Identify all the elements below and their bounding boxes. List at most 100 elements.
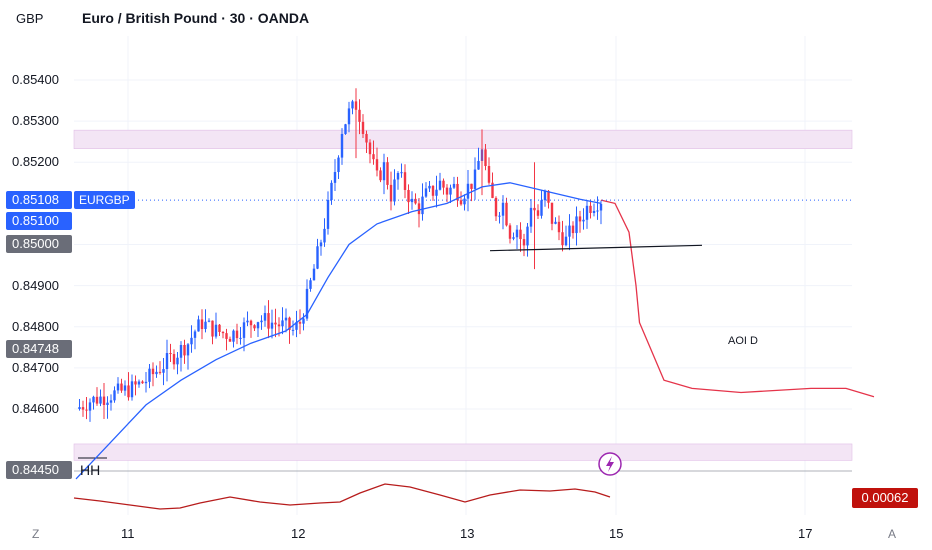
y-tick-label: 0.84700 bbox=[12, 359, 59, 375]
a-icon[interactable]: A bbox=[888, 527, 897, 541]
candle-body bbox=[557, 221, 561, 233]
candle-body bbox=[165, 353, 169, 370]
y-tick-label: 0.85400 bbox=[12, 72, 59, 87]
candle-body bbox=[389, 184, 393, 202]
x-tick-label: 17 bbox=[798, 526, 813, 541]
candle-body bbox=[249, 320, 253, 326]
level-tag-84748: 0.84748 bbox=[6, 340, 72, 358]
chart-grid bbox=[74, 36, 852, 515]
candle-body bbox=[183, 344, 186, 356]
candle-body bbox=[260, 320, 263, 323]
candle-body bbox=[547, 190, 550, 203]
x-tick-label: 11 bbox=[121, 526, 135, 541]
candlestick-series bbox=[78, 88, 603, 422]
candle-body bbox=[127, 385, 130, 398]
candle-body bbox=[291, 329, 295, 331]
candle-body bbox=[309, 280, 312, 289]
candle-body bbox=[221, 332, 225, 334]
candle-body bbox=[120, 383, 123, 391]
symbol-title[interactable]: Euro / British Pound · 30 · OANDA bbox=[82, 10, 310, 26]
candle-body bbox=[536, 210, 540, 216]
candle-body bbox=[543, 190, 547, 201]
candle-body bbox=[337, 157, 340, 173]
candle-body bbox=[400, 172, 403, 174]
candle-body bbox=[428, 185, 431, 189]
candle-body bbox=[102, 396, 106, 405]
candle-body bbox=[302, 318, 305, 324]
candle-body bbox=[78, 407, 81, 409]
projection-path bbox=[600, 199, 875, 398]
level-tag-84450: 0.84450 bbox=[6, 461, 72, 479]
candle-body bbox=[417, 203, 421, 215]
candle-body bbox=[589, 205, 592, 213]
candle-body bbox=[554, 221, 557, 224]
aoi-label: AOI D bbox=[728, 335, 758, 347]
candle-body bbox=[393, 179, 396, 202]
neckline bbox=[489, 244, 703, 252]
candle-body bbox=[323, 228, 326, 243]
candle-body bbox=[95, 396, 99, 404]
candle-body bbox=[99, 396, 102, 404]
candle-body bbox=[585, 205, 589, 220]
candle-body bbox=[456, 183, 459, 201]
candle-body bbox=[540, 200, 543, 216]
candle-body bbox=[141, 381, 144, 384]
candle-body bbox=[134, 381, 137, 385]
resistance-zone bbox=[73, 129, 853, 149]
price-zones bbox=[73, 129, 853, 472]
candle-body bbox=[270, 322, 274, 329]
candle-body bbox=[333, 172, 337, 183]
candle-body bbox=[578, 216, 582, 222]
candle-body bbox=[155, 371, 158, 375]
y-tick-label: 0.85200 bbox=[12, 154, 59, 170]
y-tick-label: 0.84800 bbox=[12, 318, 59, 334]
candle-body bbox=[522, 239, 526, 246]
candle-body bbox=[88, 402, 92, 411]
candle-body bbox=[246, 320, 249, 323]
candle-body bbox=[501, 202, 505, 216]
candle-body bbox=[214, 324, 218, 337]
candle-body bbox=[442, 180, 445, 188]
candle-body bbox=[242, 322, 246, 338]
candle-body bbox=[515, 229, 519, 238]
candle-body bbox=[459, 200, 463, 205]
z-icon[interactable]: Z bbox=[32, 527, 40, 541]
candle-body bbox=[319, 242, 323, 247]
candle-body bbox=[463, 198, 466, 205]
candle-body bbox=[512, 237, 515, 239]
candle-body bbox=[414, 198, 417, 204]
candle-body bbox=[137, 381, 141, 385]
level-tag-85000: 0.85000 bbox=[6, 235, 72, 253]
candle-body bbox=[211, 320, 214, 337]
candle-body bbox=[550, 202, 554, 224]
candle-body bbox=[92, 396, 95, 403]
candle-body bbox=[284, 317, 288, 321]
candle-body bbox=[298, 322, 302, 324]
candle-body bbox=[526, 226, 529, 246]
candle-body bbox=[113, 390, 116, 401]
candle-body bbox=[431, 185, 435, 196]
candle-body bbox=[582, 219, 585, 222]
candle-body bbox=[267, 313, 270, 329]
candle-body bbox=[130, 381, 134, 398]
candle-body bbox=[312, 268, 316, 281]
candle-body bbox=[116, 383, 120, 391]
candle-body bbox=[288, 317, 291, 330]
candle-body bbox=[599, 203, 603, 211]
candle-body bbox=[498, 215, 501, 217]
candle-body bbox=[410, 198, 414, 203]
chart-header: GBP Euro / British Pound · 30 · OANDA bbox=[0, 0, 932, 34]
x-tick-label: 12 bbox=[291, 526, 306, 541]
candle-body bbox=[169, 353, 172, 355]
candle-body bbox=[382, 162, 386, 181]
candle-body bbox=[239, 337, 242, 339]
candle-body bbox=[379, 170, 382, 181]
y-tick-label: 0.84900 bbox=[12, 277, 59, 293]
candle-body bbox=[228, 338, 232, 342]
candle-body bbox=[473, 169, 477, 189]
indicator-lines bbox=[73, 182, 875, 510]
candle-body bbox=[351, 101, 354, 109]
candle-body bbox=[197, 319, 200, 332]
candle-body bbox=[403, 172, 407, 190]
